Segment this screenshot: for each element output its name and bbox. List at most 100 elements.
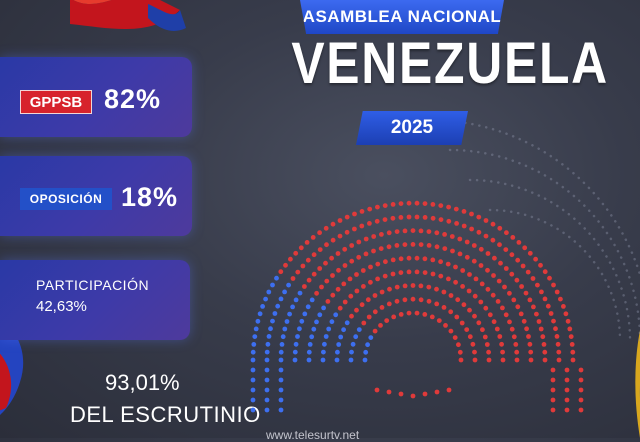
- opposition-seat: [250, 377, 256, 383]
- gppsb-seat: [438, 273, 444, 279]
- gppsb-seat: [509, 326, 515, 332]
- gppsb-seat: [497, 334, 503, 339]
- gppsb-seat: [366, 314, 372, 320]
- gppsb-seat: [443, 323, 448, 328]
- gppsb-seat: [469, 226, 474, 232]
- gppsb-seat: [375, 276, 380, 282]
- opposition-seat: [250, 357, 256, 363]
- gppsb-seat: [518, 311, 524, 317]
- gppsb-seat: [390, 271, 396, 277]
- gppsb-seat: [311, 252, 317, 258]
- gppsb-seat: [410, 393, 416, 399]
- gppsb-seat: [535, 282, 540, 288]
- gppsb-seat: [499, 341, 504, 347]
- opposition-seat: [338, 334, 344, 340]
- gppsb-seat: [459, 320, 465, 326]
- gppsb-seat: [379, 232, 384, 237]
- gppsb-seat: [513, 342, 519, 347]
- opposition-seat: [264, 377, 270, 383]
- opposition-seat: [279, 342, 285, 347]
- gppsb-seat: [361, 284, 366, 289]
- gppsb-seat: [461, 302, 467, 308]
- gppsb-seat: [516, 240, 522, 245]
- opposition-seat: [350, 341, 356, 347]
- gppsb-seat: [394, 298, 400, 304]
- gppsb-seat: [556, 349, 562, 355]
- gppsb-seat: [438, 203, 444, 208]
- gppsb-seat: [461, 223, 467, 229]
- opposition-seat: [270, 318, 275, 324]
- gppsb-seat: [472, 357, 478, 363]
- gppsb-seat: [507, 290, 512, 296]
- opposition-seat: [250, 387, 256, 393]
- gppsb-seat: [498, 260, 503, 266]
- gppsb-seat: [356, 254, 362, 260]
- gppsb-seat: [514, 349, 520, 355]
- gppsb-seat: [441, 305, 447, 310]
- opposition-seat: [353, 334, 359, 340]
- gppsb-seat: [410, 283, 416, 288]
- gppsb-seat: [310, 235, 316, 240]
- gppsb-seat: [319, 284, 324, 290]
- gppsb-seat: [542, 349, 548, 355]
- opposition-seat: [280, 334, 286, 340]
- gppsb-seat: [528, 349, 534, 355]
- gppsb-seat: [368, 264, 373, 270]
- opposition-seat: [292, 349, 298, 355]
- gppsb-seat: [386, 389, 392, 395]
- gppsb-seat: [402, 297, 408, 303]
- opposition-seat: [263, 296, 268, 302]
- gppsb-seat: [540, 334, 546, 340]
- gppsb-seat: [422, 201, 428, 206]
- gppsb-seat: [414, 200, 420, 206]
- gppsb-seat: [454, 221, 459, 226]
- gppsb-seat: [378, 323, 383, 328]
- gppsb-seat: [446, 276, 451, 282]
- gppsb-seat: [406, 310, 412, 316]
- gppsb-seat: [422, 391, 428, 397]
- gppsb-seat: [384, 318, 390, 323]
- gppsb-seat: [323, 260, 328, 266]
- opposition-seat: [365, 342, 370, 348]
- opposition-seat: [363, 349, 369, 355]
- gppsb-seat: [545, 303, 551, 309]
- gppsb-seat: [349, 243, 355, 248]
- opposition-seat: [286, 282, 291, 288]
- opposition-seat: [295, 334, 300, 339]
- gppsb-seat: [478, 299, 484, 305]
- oposicion-percent: 18%: [121, 182, 179, 212]
- gppsb-seat: [449, 234, 455, 239]
- gppsb-seat: [434, 286, 439, 292]
- opposition-seat: [278, 407, 284, 413]
- gppsb-seat: [342, 263, 348, 268]
- gppsb-seat: [293, 250, 299, 256]
- gppsb-seat: [330, 292, 336, 298]
- gppsb-seat: [367, 221, 372, 226]
- gppsb-seat: [359, 302, 365, 308]
- gppsb-seat: [568, 334, 574, 339]
- gppsb-seat: [383, 259, 388, 265]
- gppsb-seat: [472, 293, 478, 299]
- opposition-seat: [326, 326, 332, 332]
- gppsb-seat: [414, 310, 420, 316]
- gppsb-seat: [410, 296, 416, 302]
- gppsb-seat: [430, 271, 436, 277]
- opposition-seat: [321, 349, 326, 355]
- gppsb-seat: [349, 313, 354, 319]
- opposition-seat: [290, 304, 295, 310]
- opposition-seat: [274, 275, 279, 281]
- gppsb-seat: [323, 225, 329, 231]
- gppsb-seat: [469, 211, 474, 217]
- gppsb-seat: [367, 206, 373, 212]
- gppsb-seat: [446, 218, 452, 224]
- gppsb-seat: [527, 250, 533, 256]
- opposition-seat: [349, 349, 354, 355]
- opposition-seat: [305, 304, 311, 310]
- gppsb-seat: [365, 297, 371, 303]
- gppsb-seat: [564, 377, 570, 383]
- gppsb-seat: [538, 262, 543, 268]
- gppsb-seat: [564, 397, 570, 403]
- country-title: VENEZUELA: [291, 31, 609, 96]
- gppsb-seat: [372, 293, 378, 298]
- gppsb-seat: [406, 214, 412, 220]
